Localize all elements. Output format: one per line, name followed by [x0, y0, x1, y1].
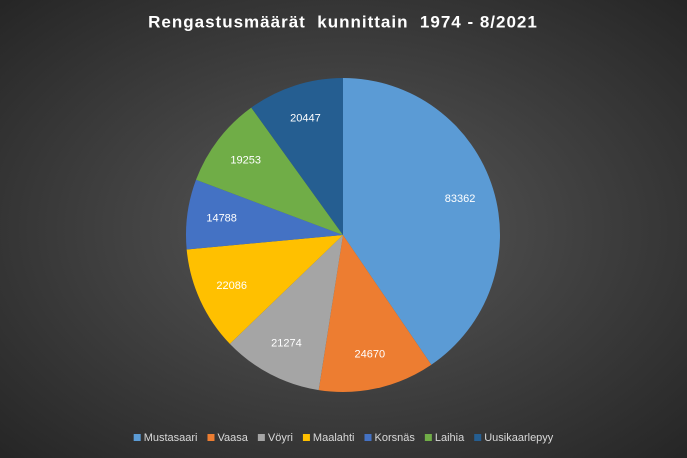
- chart-title: Rengastusmäärät kunnittain 1974 - 8/2021: [148, 12, 538, 31]
- legend-label: Uusikaarlepyy: [484, 432, 554, 444]
- data-label: 24670: [355, 348, 386, 360]
- legend-item: Maalahti: [302, 432, 355, 444]
- data-label: 83362: [445, 193, 476, 205]
- pie-slice: [196, 107, 343, 235]
- pie-slice: [343, 78, 500, 365]
- legend-label: Laihia: [435, 432, 465, 444]
- data-label: 20447: [290, 112, 321, 124]
- pie-slice: [251, 78, 343, 235]
- legend-swatch: [133, 434, 141, 441]
- pie-slice: [318, 235, 432, 392]
- legend-swatch: [364, 434, 372, 441]
- legend-label: Vöyri: [268, 432, 293, 444]
- data-label: 22086: [216, 280, 247, 292]
- legend-label: Mustasaari: [144, 432, 198, 444]
- legend-swatch: [302, 434, 310, 441]
- legend-item: Vöyri: [257, 432, 293, 444]
- legend-item: Uusikaarlepyy: [474, 432, 554, 444]
- legend-item: Mustasaari: [133, 432, 198, 444]
- legend-swatch: [474, 434, 482, 441]
- legend-label: Vaasa: [217, 432, 248, 444]
- legend-swatch: [424, 434, 432, 441]
- legend-label: Maalahti: [313, 432, 355, 444]
- pie-slice: [229, 235, 343, 391]
- pie-slice: [186, 179, 343, 250]
- data-label: 21274: [271, 338, 302, 350]
- legend-item: Vaasa: [207, 432, 249, 444]
- legend-item: Laihia: [424, 432, 465, 444]
- legend-item: Korsnäs: [364, 432, 416, 444]
- data-label: 14788: [206, 213, 237, 225]
- pie-slice: [186, 235, 343, 344]
- legend-swatch: [207, 434, 215, 441]
- legend-label: Korsnäs: [375, 432, 416, 444]
- legend: Mustasaari Vaasa Vöyri Maalahti Korsnäs Laihi…: [133, 432, 554, 444]
- data-label: 19253: [230, 155, 261, 167]
- legend-swatch: [257, 434, 265, 441]
- pie: 83362 24670 21274 22086 14788 19253 20447: [186, 78, 500, 392]
